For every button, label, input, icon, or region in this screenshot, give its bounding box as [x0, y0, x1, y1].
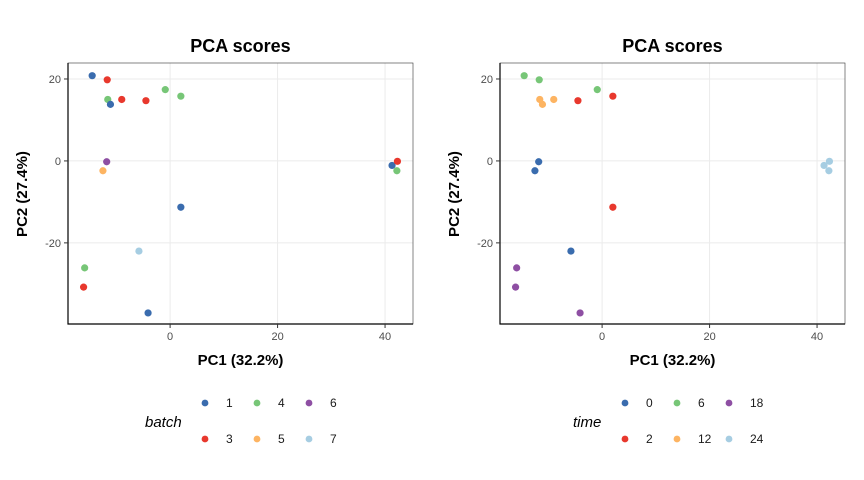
data-point	[535, 76, 543, 84]
legend-key	[253, 399, 261, 407]
x-tick-label: 0	[599, 331, 605, 343]
legend-label: 2	[646, 432, 653, 446]
data-point	[144, 309, 152, 317]
data-point	[177, 92, 185, 100]
legend-key	[305, 399, 313, 407]
data-point	[609, 203, 617, 211]
chart-title: PCA scores	[190, 36, 290, 56]
data-point	[825, 167, 833, 175]
plot-area: 0 20 40 -20 0 20	[45, 62, 414, 343]
x-tick-label: 0	[167, 331, 173, 343]
legend-label: 4	[278, 396, 285, 410]
legend-key	[621, 399, 629, 407]
data-point	[393, 157, 402, 165]
legend-title: batch	[145, 414, 182, 431]
data-point	[535, 158, 543, 166]
data-point	[81, 264, 89, 272]
legend-label: 7	[330, 432, 337, 446]
x-axis-title: PC1 (32.2%)	[198, 352, 284, 369]
legend-key	[673, 399, 681, 407]
legend-key	[673, 435, 681, 443]
legend-key	[725, 399, 733, 407]
data-point	[593, 86, 601, 94]
legend-label: 0	[646, 396, 653, 410]
data-point	[520, 72, 528, 80]
legend-label: 6	[698, 396, 705, 410]
data-point	[88, 72, 96, 80]
x-tick-label: 20	[703, 331, 715, 343]
legend-title: time	[573, 414, 601, 431]
data-point	[393, 167, 401, 175]
legend-label: 5	[278, 432, 285, 446]
legend: 1 3 4 5 6 7	[201, 396, 337, 446]
data-point	[550, 95, 558, 104]
legend-key	[621, 435, 629, 443]
legend-label: 12	[698, 432, 712, 446]
data-point	[511, 283, 520, 291]
x-axis-title: PC1 (32.2%)	[630, 352, 716, 369]
data-point	[103, 158, 111, 166]
chart-title: PCA scores	[622, 36, 722, 56]
data-point	[142, 97, 150, 105]
y-axis-title: PC2 (27.4%)	[14, 151, 31, 237]
panel-batch: 0 20 40 -20 0 20 PCA scores PC1 (32.2%) PC2 (…	[14, 36, 414, 446]
legend-label: 6	[330, 396, 337, 410]
y-tick-label: -20	[477, 238, 493, 250]
data-point	[609, 92, 617, 100]
data-point	[531, 167, 539, 175]
y-tick-label: -20	[45, 238, 61, 250]
legend-key	[305, 435, 313, 443]
x-tick-label: 40	[379, 331, 391, 343]
data-point	[825, 157, 834, 165]
legend-label: 18	[750, 396, 764, 410]
data-point	[177, 203, 185, 211]
data-point	[161, 86, 169, 94]
data-point	[574, 97, 582, 105]
plot-area: 0 20 40 -20 0 20	[477, 62, 846, 343]
y-axis-title: PC2 (27.4%)	[446, 151, 463, 237]
legend-label: 3	[226, 432, 233, 446]
y-tick-label: 20	[481, 74, 493, 86]
data-point	[820, 161, 828, 170]
legend-key	[201, 399, 209, 407]
data-point	[388, 161, 396, 170]
data-point	[513, 264, 521, 272]
y-tick-label: 0	[487, 156, 493, 168]
data-point	[567, 247, 575, 255]
legend-key	[253, 435, 261, 443]
legend-label: 1	[226, 396, 233, 410]
data-point	[99, 167, 107, 175]
data-point	[79, 283, 88, 291]
data-point	[106, 100, 115, 108]
y-tick-label: 20	[49, 74, 61, 86]
legend-key	[725, 435, 733, 443]
data-point	[538, 100, 547, 108]
legend: 0 2 6 12 18 24	[621, 396, 764, 446]
x-tick-label: 20	[271, 331, 283, 343]
data-point	[135, 247, 143, 255]
data-point	[103, 76, 111, 84]
legend-key	[201, 435, 209, 443]
legend-label: 24	[750, 432, 764, 446]
data-point	[576, 309, 584, 317]
data-point	[118, 95, 126, 104]
y-tick-label: 0	[55, 156, 61, 168]
x-tick-label: 40	[811, 331, 823, 343]
